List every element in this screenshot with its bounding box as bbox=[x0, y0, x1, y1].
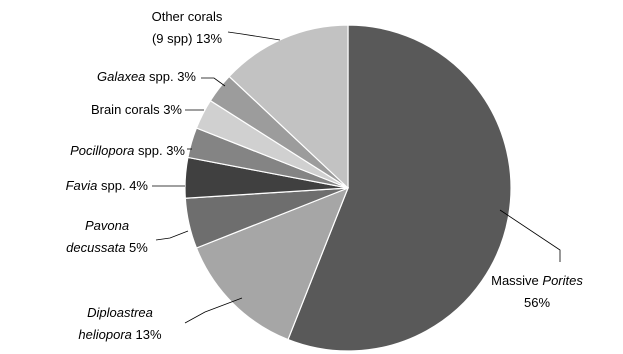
slice-label-galaxea: Galaxea spp. 3% bbox=[97, 69, 196, 84]
slice-labels: Massive Porites 56% Diploastrea heliopora 1… bbox=[66, 9, 584, 342]
pie-slices bbox=[184, 24, 512, 352]
slice-label-massive-porites: Massive Porites 56% bbox=[491, 273, 583, 310]
slice-label-pocillopora: Pocillopora spp. 3% bbox=[70, 143, 185, 158]
slice-label-diploastrea-heliopora: Diploastrea heliopora 13% bbox=[78, 305, 162, 342]
leader-line-galaxea bbox=[201, 77, 226, 87]
leader-line-other-corals bbox=[227, 31, 281, 41]
leader-line-pavona-decussata bbox=[155, 230, 189, 241]
leader-line-massive-porites bbox=[499, 209, 561, 262]
slice-label-other-corals: Other corals (9 spp) 13% bbox=[152, 9, 223, 46]
leader-line-diploastrea-heliopora bbox=[184, 297, 243, 324]
pie-slice-other-corals bbox=[228, 24, 349, 190]
leader-lines bbox=[152, 31, 561, 324]
slice-label-brain-corals: Brain corals 3% bbox=[91, 102, 182, 117]
pie-slice-massive-porites bbox=[287, 24, 512, 352]
slice-label-favia: Favia spp. 4% bbox=[66, 178, 149, 193]
slice-label-pavona-decussata: Pavona decussata 5% bbox=[66, 218, 148, 255]
pie-slice-diploastrea-heliopora bbox=[195, 186, 350, 341]
